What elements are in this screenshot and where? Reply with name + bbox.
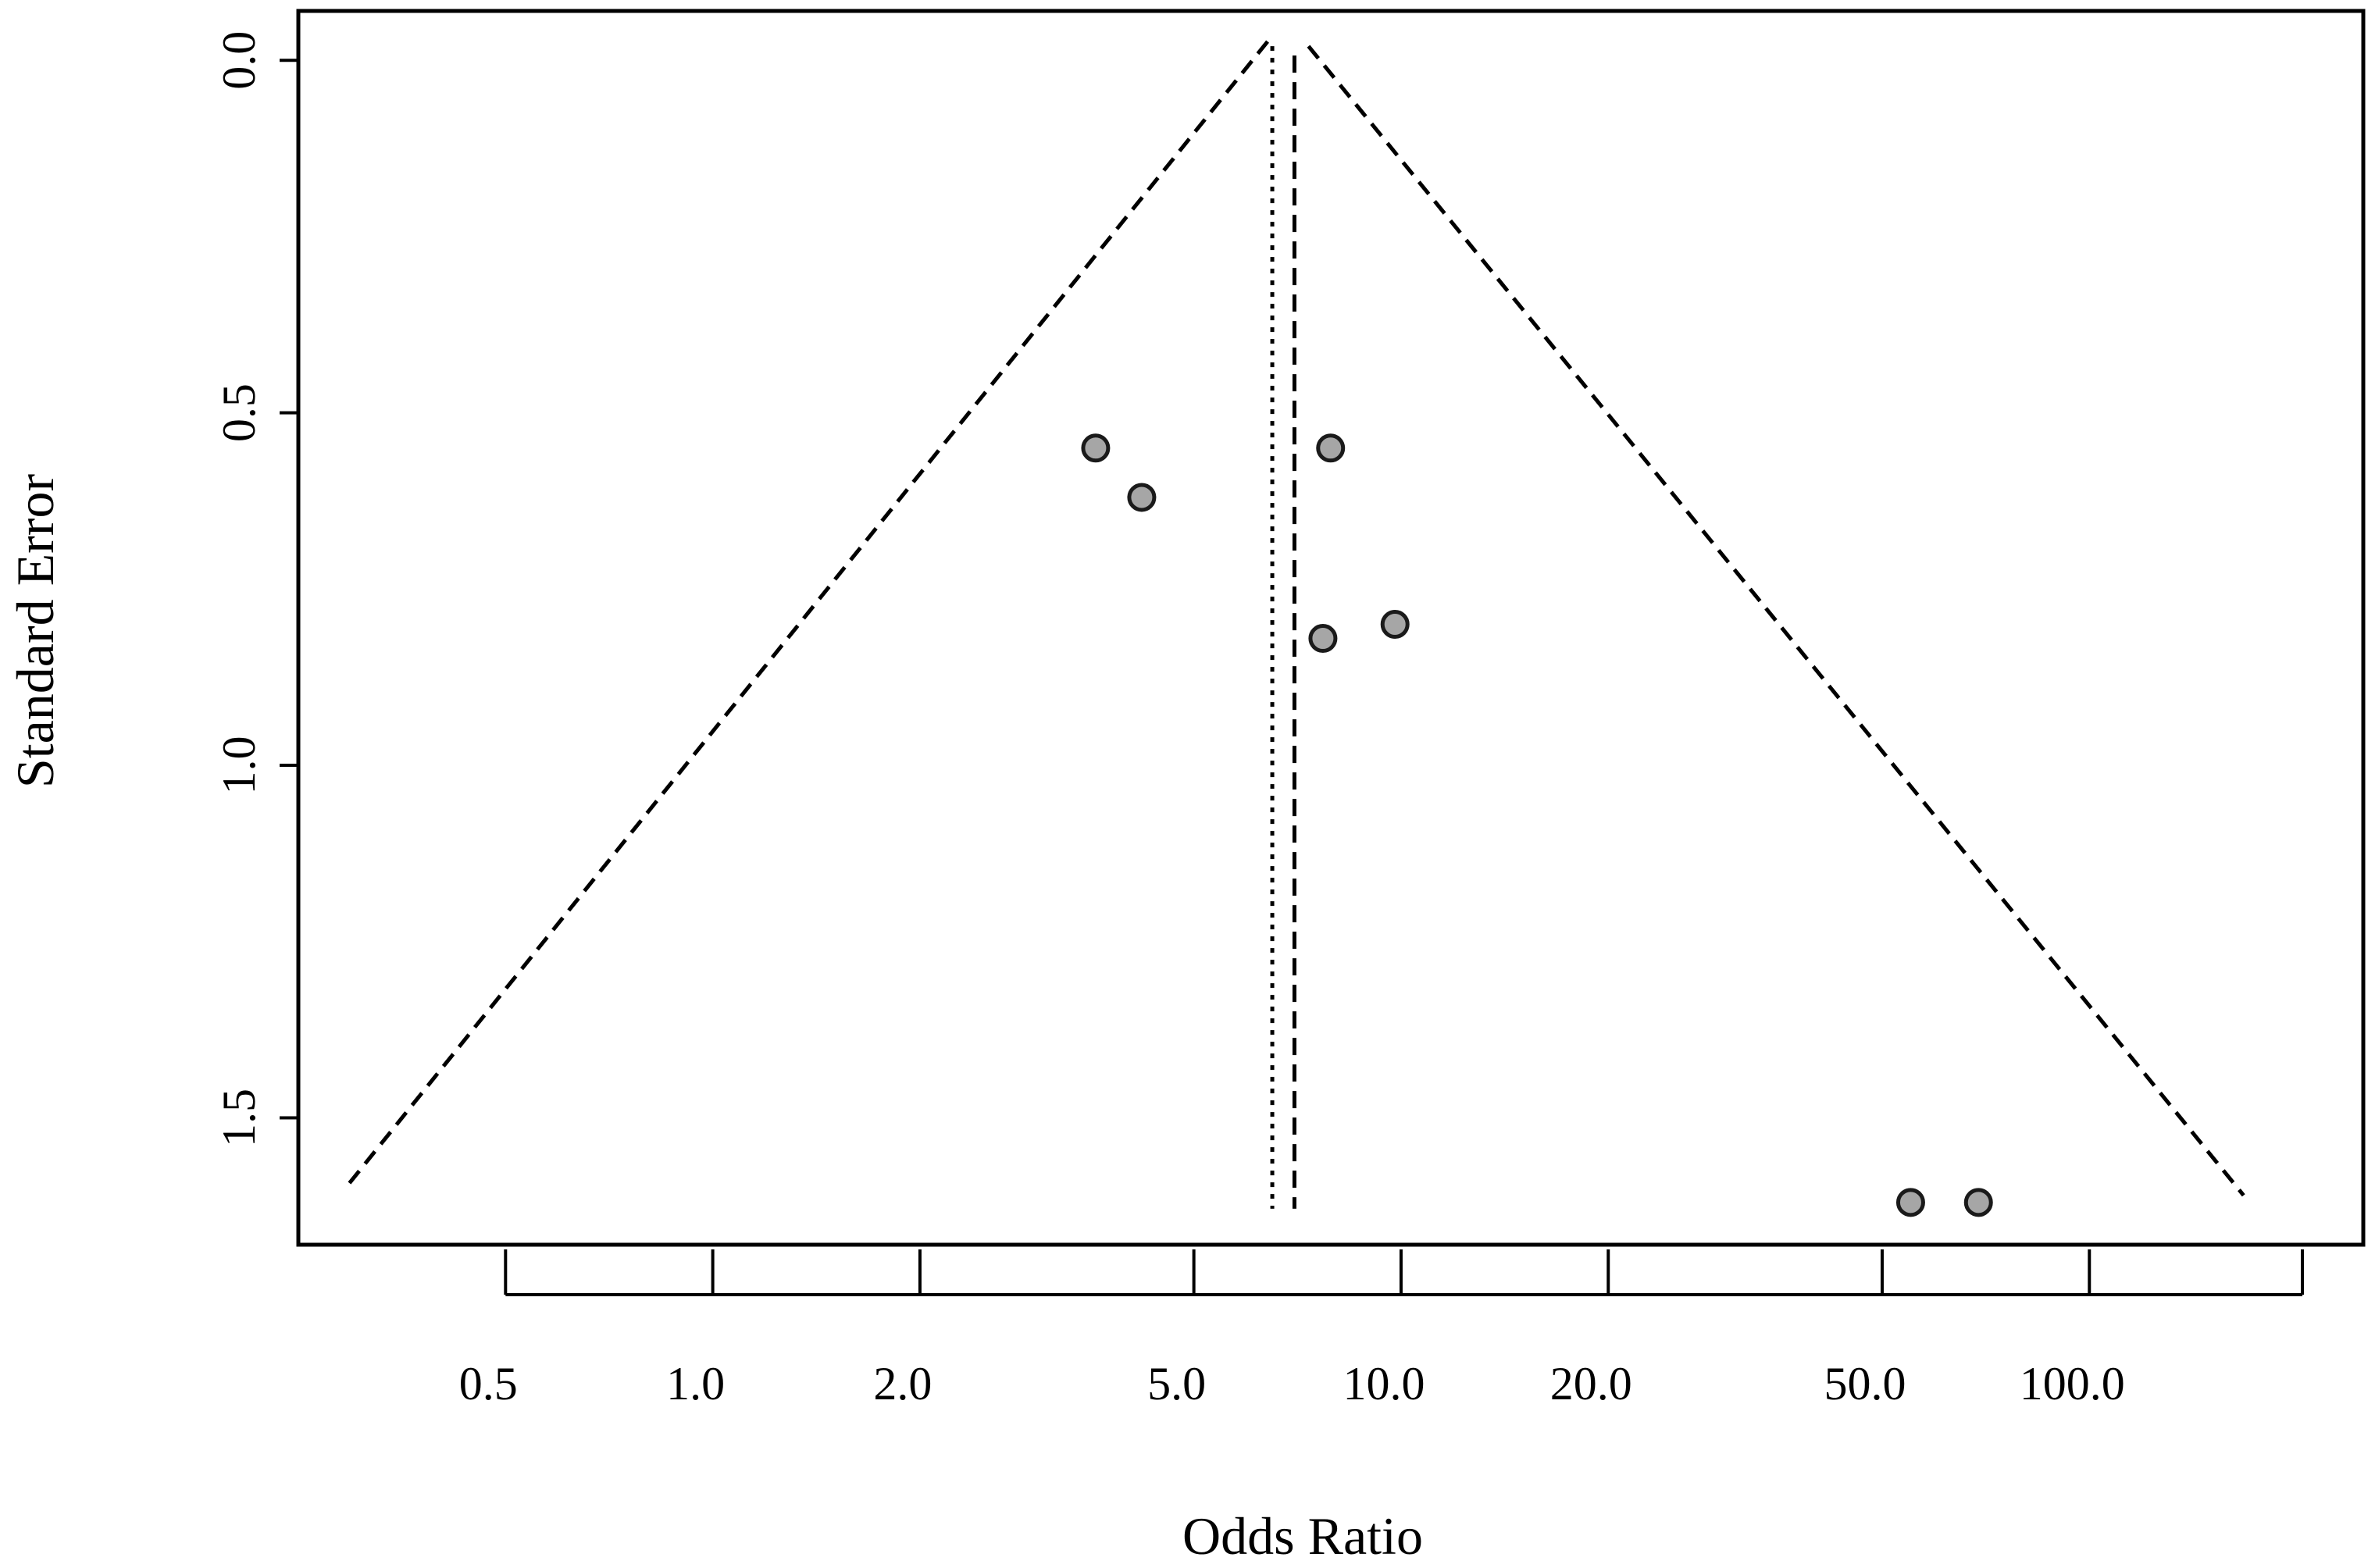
plot-frame: [296, 9, 2366, 1247]
study-points: [1081, 433, 1993, 1217]
study-point: [1963, 1188, 1993, 1217]
x-tick-label: 1.0: [666, 1358, 725, 1409]
x-tick-label: 5.0: [1147, 1358, 1206, 1409]
x-tick-label: 0.5: [459, 1358, 518, 1409]
y-tick-label: 0.5: [213, 383, 265, 442]
study-point: [1380, 609, 1410, 639]
y-tick-label: 1.5: [213, 1089, 265, 1147]
x-tick-label: 2.0: [873, 1358, 932, 1409]
y-axis-title: Standard Error: [5, 474, 65, 789]
funnel-left-limit: [344, 40, 1270, 1190]
funnel-right-limit: [1307, 45, 2245, 1197]
study-point: [1127, 483, 1157, 512]
study-point: [1081, 433, 1111, 463]
study-point: [1308, 624, 1338, 654]
y-axis: 0.0 0.5 1.0 1.5: [213, 31, 298, 1147]
funnel-lines: [344, 40, 2245, 1209]
y-tick-label: 1.0: [213, 736, 265, 795]
x-tick-label: 20.0: [1550, 1358, 1632, 1409]
x-axis: 0.5 1.0 2.0 5.0 10.0 20.0 50.0 100.0: [459, 1249, 2304, 1409]
x-tick-label: 50.0: [1824, 1358, 1906, 1409]
study-point: [1316, 433, 1346, 463]
study-point: [1895, 1188, 1925, 1217]
x-tick-label: 100.0: [2020, 1358, 2125, 1409]
y-tick-label: 0.0: [213, 31, 265, 90]
x-tick-label: 10.0: [1343, 1358, 1425, 1409]
x-axis-title: Odds Ratio: [1182, 1506, 1423, 1566]
